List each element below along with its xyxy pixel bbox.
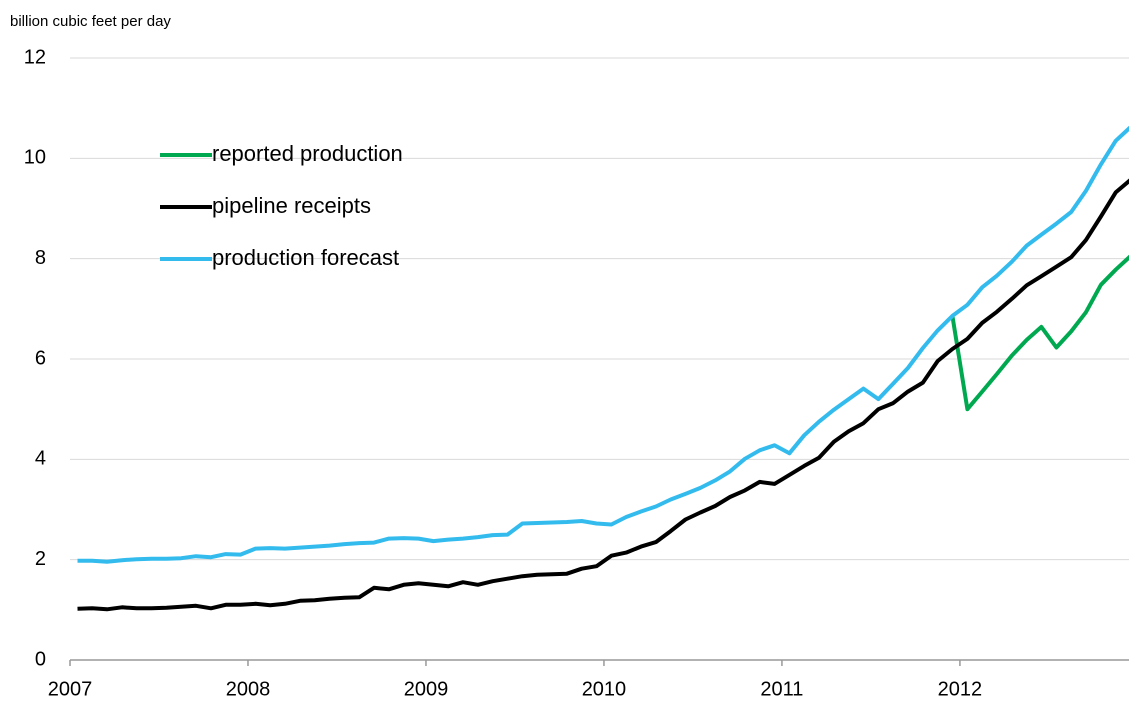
y-tick-label: 8 [35, 247, 46, 269]
series-line [77, 125, 1129, 564]
y-tick-label: 12 [24, 46, 46, 68]
legend-label: production forecast [212, 245, 399, 270]
y-tick-label: 6 [35, 347, 46, 369]
x-tick-label: 2007 [48, 678, 93, 700]
y-tick-label: 4 [35, 448, 46, 470]
y-tick-label: 10 [24, 147, 46, 169]
legend-label: reported production [212, 141, 403, 166]
series-line [77, 178, 1129, 612]
y-axis-label: billion cubic feet per day [10, 13, 171, 30]
y-tick-label: 0 [35, 648, 46, 670]
legend-label: pipeline receipts [212, 193, 371, 218]
y-tick-label: 2 [35, 548, 46, 570]
x-tick-label: 2008 [226, 678, 271, 700]
x-tick-label: 2012 [938, 678, 983, 700]
x-tick-label: 2010 [582, 678, 627, 700]
series-line [950, 254, 1129, 412]
x-tick-label: 2011 [760, 678, 803, 700]
x-tick-label: 2009 [404, 678, 449, 700]
